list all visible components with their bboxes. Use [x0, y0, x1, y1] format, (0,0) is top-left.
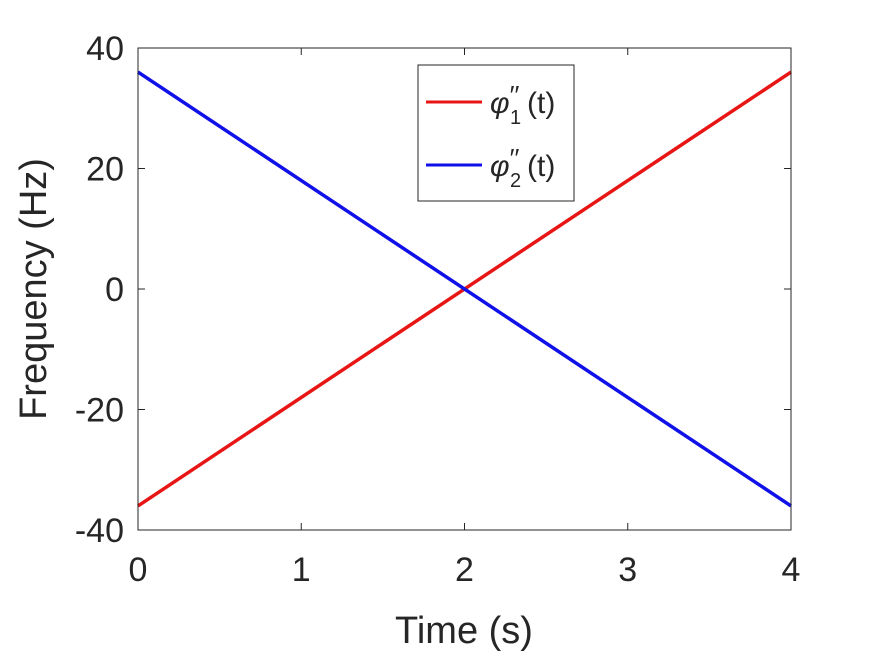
legend-symbol-series-2: φ	[490, 150, 510, 183]
legend: φ′′ 1 (t) φ′′ 2 (t)	[417, 64, 575, 202]
x-axis-label: Time (s)	[395, 610, 533, 652]
series-layer	[137, 70, 792, 508]
legend-box	[417, 64, 575, 202]
legend-label-series-1: φ′′ 1 (t)	[490, 80, 555, 129]
legend-label-series-2: φ′′ 2 (t)	[490, 143, 555, 192]
x-tick-label: 1	[292, 551, 311, 589]
y-tick-label: -20	[75, 392, 124, 430]
legend-subscript-series-1: 1	[510, 107, 521, 129]
legend-prime-series-1: ′′	[510, 80, 520, 110]
ticks-layer: 0 1 2 3 4 -40 -20 0 20 40	[75, 30, 801, 589]
x-tick-label: 4	[782, 551, 801, 589]
x-tick-label: 0	[129, 551, 148, 589]
legend-arg-series-1: (t)	[527, 87, 555, 120]
series-line-2	[137, 70, 792, 508]
x-tick-label: 3	[618, 551, 637, 589]
legend-subscript-series-2: 2	[510, 170, 521, 192]
y-tick-label: 20	[86, 151, 124, 189]
x-tick-label: 2	[455, 551, 474, 589]
y-tick-label: 0	[105, 271, 124, 309]
legend-prime-series-2: ′′	[510, 143, 520, 173]
y-axis-label: Frequency (Hz)	[13, 158, 55, 420]
legend-arg-series-2: (t)	[527, 150, 555, 183]
y-tick-label: 40	[86, 30, 124, 68]
y-tick-label: -40	[75, 512, 124, 550]
legend-symbol-series-1: φ	[490, 87, 510, 120]
